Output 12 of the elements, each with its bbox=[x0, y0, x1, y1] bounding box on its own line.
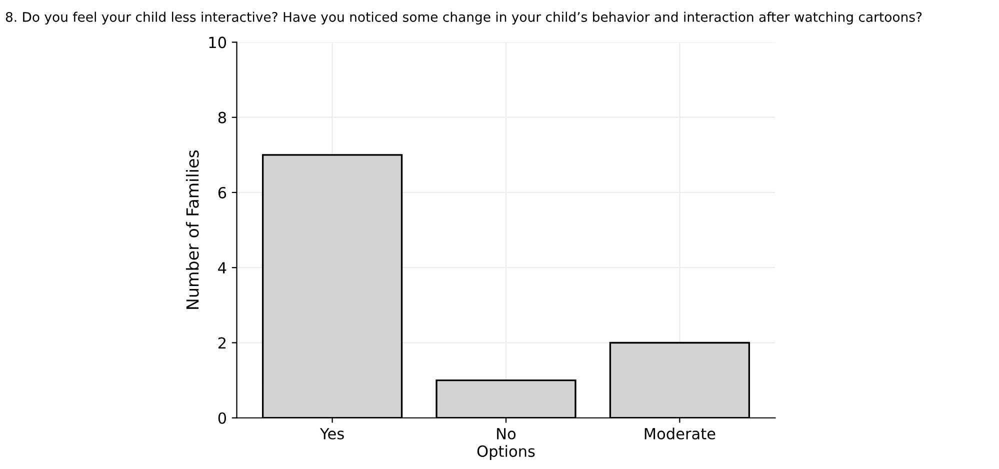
y-axis-title: Number of Families bbox=[186, 150, 199, 309]
y-tick-label: 10 bbox=[209, 36, 226, 48]
x-tick-label: Yes bbox=[320, 428, 344, 440]
chart-title: 8. Do you feel your child less interactive? Have you noticed some change in your child’s behavior and interaction after watching cartoons? bbox=[6, 12, 922, 24]
y-tick-label: 6 bbox=[218, 186, 226, 198]
y-tick-label: 8 bbox=[218, 112, 226, 124]
x-tick-label: Moderate bbox=[644, 428, 716, 440]
y-tick-label: 0 bbox=[218, 412, 226, 424]
y-tick-label: 4 bbox=[218, 262, 226, 274]
x-axis-title: Options bbox=[477, 445, 535, 460]
y-tick-label: 2 bbox=[218, 337, 226, 349]
x-tick-label: No bbox=[497, 428, 516, 440]
